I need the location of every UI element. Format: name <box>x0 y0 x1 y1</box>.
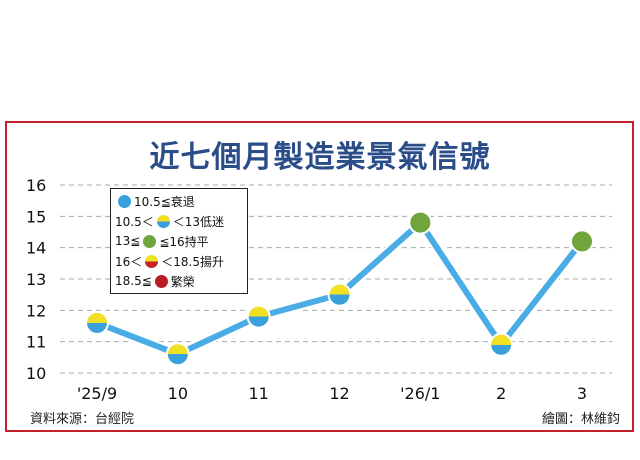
y-tick-label: 16 <box>26 176 46 195</box>
source-note: 資料來源：台經院 <box>30 412 135 427</box>
chart-frame <box>5 121 634 432</box>
legend-text-after: ＜18.5揚升 <box>161 254 225 269</box>
x-tick-label: 2 <box>496 384 506 403</box>
legend-item: 13≦ ≦16持平 <box>115 231 243 251</box>
data-point <box>570 229 594 254</box>
x-tick-label: 12 <box>329 384 349 403</box>
legend-swatch-icon <box>118 194 131 208</box>
credit-note: 繪圖：林維鈞 <box>541 412 620 427</box>
legend-text-before: 16＜ <box>115 254 143 269</box>
data-point <box>165 342 190 367</box>
legend-text-after: ≦16持平 <box>159 234 209 249</box>
x-tick-label: '26/1 <box>400 384 440 403</box>
legend-text-before: 13≦ <box>115 234 141 248</box>
y-tick-label: 13 <box>26 270 46 289</box>
legend-swatch-icon <box>143 234 157 248</box>
y-tick-label: 12 <box>26 301 46 320</box>
data-point <box>489 332 514 357</box>
legend-item: 18.5≦ 繁榮 <box>115 271 243 291</box>
x-tick-label: 3 <box>577 384 587 403</box>
y-tick-label: 14 <box>26 239 46 258</box>
data-point <box>246 304 271 329</box>
x-tick-label: 10 <box>168 384 188 403</box>
legend-text-before: 18.5≦ <box>115 274 152 288</box>
legend-swatch-icon <box>145 254 159 268</box>
legend-text-after: 10.5≦衰退 <box>134 194 195 209</box>
legend-swatch-icon <box>154 274 168 288</box>
chart-title: 近七個月製造業景氣信號 <box>149 140 491 175</box>
y-tick-label: 15 <box>26 207 46 226</box>
data-point <box>408 210 433 235</box>
x-tick-label: '25/9 <box>77 384 117 403</box>
legend-text-after: 繁榮 <box>170 274 195 289</box>
legend: 10.5≦衰退 10.5＜ ＜13低迷 13≦ ≦16持平 16＜ ＜18.5揚升 18.5≦… <box>110 188 248 294</box>
legend-text-before: 10.5＜ <box>115 214 154 229</box>
legend-swatch-icon <box>156 214 170 228</box>
legend-item: 10.5＜ ＜13低迷 <box>115 211 243 231</box>
legend-item: 10.5≦衰退 <box>115 191 243 211</box>
y-tick-label: 10 <box>26 364 46 383</box>
y-tick-label: 11 <box>26 333 46 352</box>
legend-item: 16＜ ＜18.5揚升 <box>115 251 243 271</box>
data-point <box>327 282 352 307</box>
legend-text-after: ＜13低迷 <box>172 214 225 229</box>
data-point <box>85 310 109 335</box>
x-tick-label: 11 <box>248 384 268 403</box>
